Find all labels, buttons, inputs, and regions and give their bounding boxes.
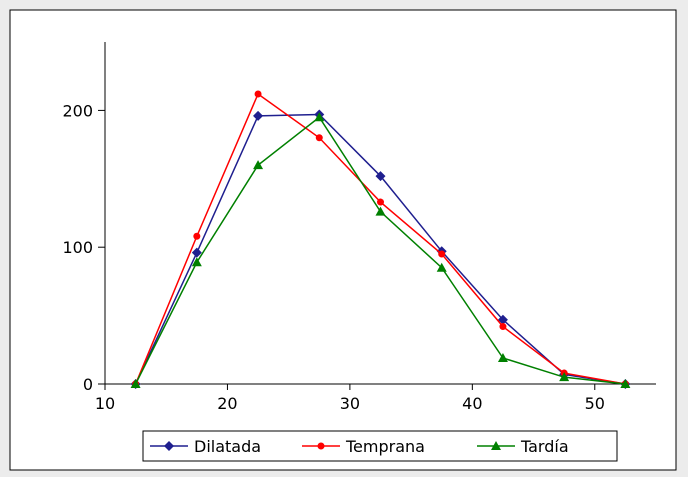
y-tick-label: 100 (62, 238, 93, 257)
x-tick-label: 20 (217, 394, 237, 413)
data-point (191, 247, 202, 258)
legend-label: Temprana (345, 437, 425, 456)
data-point (375, 171, 386, 182)
data-point (497, 353, 508, 363)
data-point (438, 250, 446, 258)
legend-label: Tardía (520, 437, 569, 456)
x-tick-label: 30 (340, 394, 360, 413)
y-tick-label: 200 (62, 101, 93, 120)
legend-label: Dilatada (194, 437, 261, 456)
y-tick-label: 0 (83, 375, 93, 394)
data-point (377, 198, 384, 206)
axes: 0 100 200 10 20 30 40 50 (62, 42, 656, 413)
data-point (315, 134, 323, 142)
data-point (436, 262, 447, 272)
data-point (375, 206, 386, 216)
data-point (193, 232, 201, 240)
series-2 (130, 112, 631, 388)
data-point (253, 110, 264, 121)
legend-marker (491, 441, 501, 450)
data-point (620, 379, 631, 388)
data-point (191, 257, 202, 267)
data-point (314, 112, 325, 122)
legend-marker (164, 441, 174, 451)
data-point (559, 372, 570, 382)
x-tick-label: 50 (585, 394, 605, 413)
data-point (130, 379, 141, 388)
plot-background (9, 9, 677, 471)
x-tick-label: 10 (95, 394, 115, 413)
legend-box (142, 430, 618, 462)
x-tick-label: 40 (462, 394, 482, 413)
data-point (497, 314, 508, 325)
legend-marker (317, 442, 325, 450)
series-layer (130, 90, 631, 389)
data-point (254, 90, 262, 98)
data-point (253, 160, 264, 170)
legend: Dilatada Temprana Tardía (142, 430, 618, 462)
data-point (499, 323, 507, 331)
